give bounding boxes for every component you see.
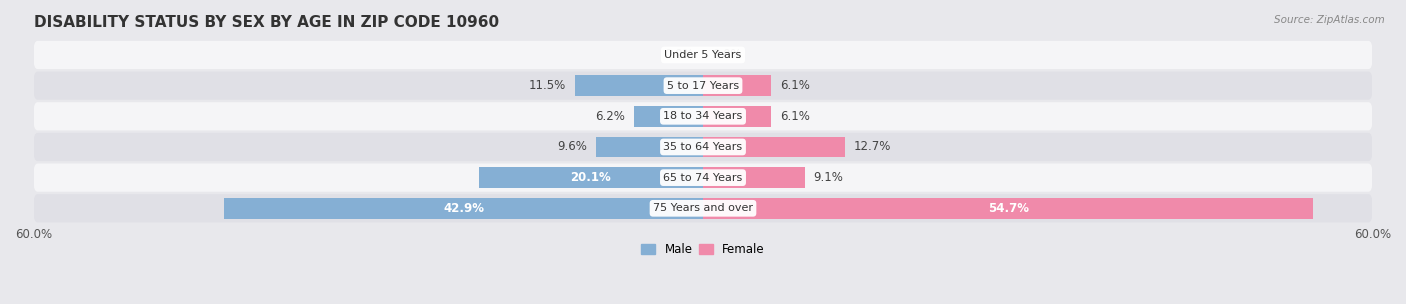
- Text: Under 5 Years: Under 5 Years: [665, 50, 741, 60]
- Bar: [225, 198, 703, 219]
- Text: Source: ZipAtlas.com: Source: ZipAtlas.com: [1274, 15, 1385, 25]
- Bar: [575, 75, 703, 96]
- FancyBboxPatch shape: [34, 194, 1372, 223]
- Bar: [703, 167, 804, 188]
- FancyBboxPatch shape: [34, 71, 1372, 100]
- Text: 42.9%: 42.9%: [443, 202, 484, 215]
- Text: 5 to 17 Years: 5 to 17 Years: [666, 81, 740, 91]
- Bar: [596, 136, 703, 157]
- Text: 6.2%: 6.2%: [595, 110, 624, 123]
- Text: 9.1%: 9.1%: [814, 171, 844, 184]
- Bar: [634, 106, 703, 127]
- Text: 0.0%: 0.0%: [665, 48, 695, 61]
- Text: 11.5%: 11.5%: [529, 79, 565, 92]
- FancyBboxPatch shape: [34, 41, 1372, 69]
- Bar: [703, 75, 770, 96]
- Text: DISABILITY STATUS BY SEX BY AGE IN ZIP CODE 10960: DISABILITY STATUS BY SEX BY AGE IN ZIP C…: [34, 15, 499, 30]
- Legend: Male, Female: Male, Female: [637, 238, 769, 261]
- Text: 9.6%: 9.6%: [557, 140, 586, 154]
- FancyBboxPatch shape: [34, 102, 1372, 130]
- Text: 75 Years and over: 75 Years and over: [652, 203, 754, 213]
- Text: 35 to 64 Years: 35 to 64 Years: [664, 142, 742, 152]
- FancyBboxPatch shape: [34, 164, 1372, 192]
- Text: 18 to 34 Years: 18 to 34 Years: [664, 111, 742, 121]
- Bar: [478, 167, 703, 188]
- Bar: [703, 106, 770, 127]
- Text: 12.7%: 12.7%: [853, 140, 891, 154]
- Text: 6.1%: 6.1%: [780, 110, 810, 123]
- Bar: [703, 136, 845, 157]
- Bar: [703, 198, 1313, 219]
- Text: 54.7%: 54.7%: [987, 202, 1029, 215]
- Text: 6.1%: 6.1%: [780, 79, 810, 92]
- Text: 65 to 74 Years: 65 to 74 Years: [664, 173, 742, 183]
- FancyBboxPatch shape: [34, 133, 1372, 161]
- Text: 0.0%: 0.0%: [711, 48, 741, 61]
- Text: 20.1%: 20.1%: [571, 171, 612, 184]
